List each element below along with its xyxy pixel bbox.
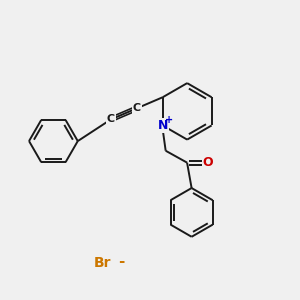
Text: +: + (165, 115, 173, 125)
Text: Br: Br (94, 256, 111, 270)
Text: C: C (133, 103, 141, 113)
Text: O: O (202, 156, 213, 169)
Text: -: - (118, 254, 125, 269)
Text: N: N (158, 119, 168, 132)
Text: C: C (107, 115, 115, 124)
